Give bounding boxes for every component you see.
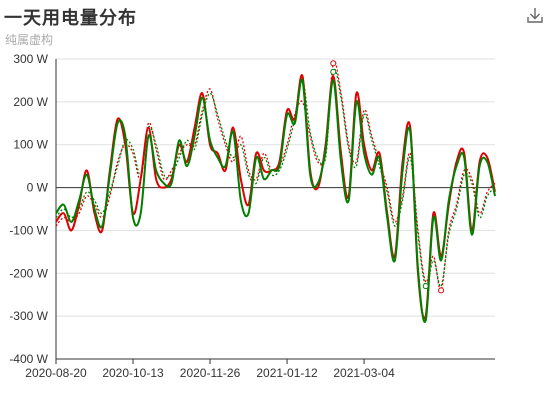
x-tick-label: 2020-10-13 (102, 366, 164, 380)
data-point-marker (422, 283, 429, 290)
x-tick-label: 2021-03-04 (333, 366, 395, 380)
y-tick-label: 100 W (13, 138, 48, 152)
series-line-dotted (55, 68, 496, 287)
chart-subtitle: 纯属虚构 (5, 33, 54, 47)
y-tick-label: -100 W (9, 223, 48, 237)
data-point-marker (330, 60, 337, 67)
y-tick-label: -300 W (9, 309, 48, 323)
download-icon[interactable] (526, 6, 544, 24)
x-tick-label: 2020-08-20 (25, 366, 87, 380)
y-tick-label: -200 W (9, 266, 48, 280)
x-tick-label: 2020-11-26 (180, 366, 241, 380)
series-line (55, 78, 496, 323)
y-tick-label: 0 W (27, 181, 49, 195)
data-point-marker (438, 287, 445, 294)
y-tick-label: 200 W (13, 95, 48, 109)
y-tick-label: 300 W (13, 52, 48, 66)
x-tick-label: 2021-01-12 (256, 366, 318, 380)
chart-title: 一天用电量分布 (4, 8, 137, 28)
data-point-marker (330, 68, 337, 75)
y-tick-label: -400 W (9, 352, 48, 366)
